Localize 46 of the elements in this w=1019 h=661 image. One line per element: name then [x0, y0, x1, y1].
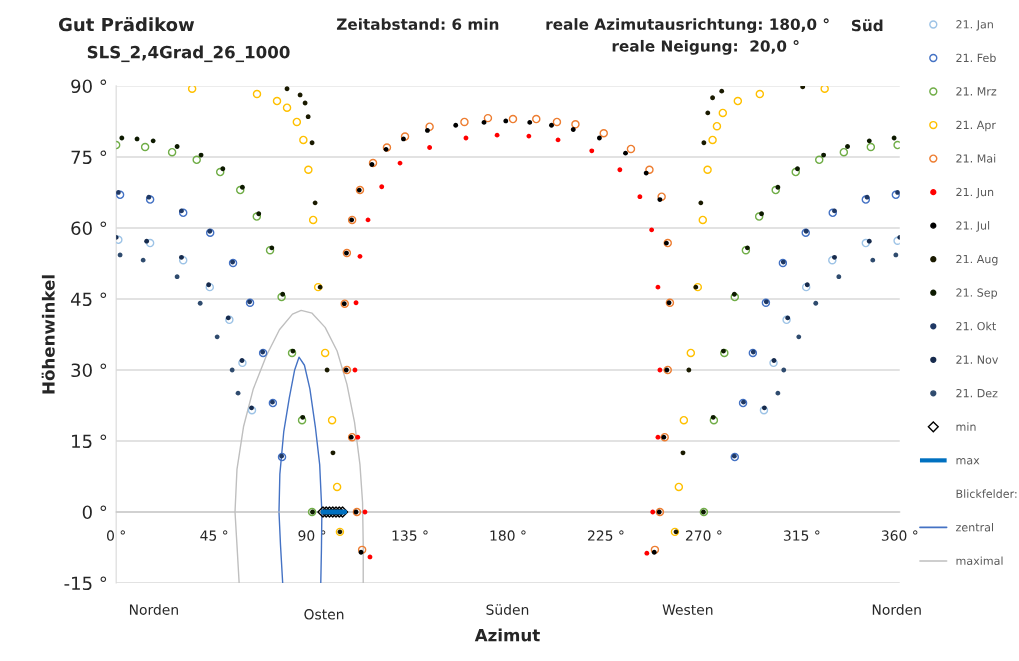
legend-label: 21. Feb [956, 53, 996, 63]
y-tick-label: 45 ° [70, 292, 107, 307]
x-tick-label: 225 ° [588, 530, 624, 541]
legend-label: 21. Sep [956, 288, 998, 299]
text: reale Neigung: 20,0 ° [612, 39, 799, 55]
text: Osten [304, 609, 344, 620]
legend-label: 21. Okt [956, 321, 996, 331]
legend-label: max [956, 458, 980, 465]
x-tick-label: 135 ° [392, 530, 428, 541]
legend-label: 21. Aug [956, 254, 998, 266]
y-axis-title: Höhenwinkel [41, 275, 55, 394]
legend-label: 21. Apr [956, 120, 996, 132]
legend-label: 21. Mrz [956, 87, 997, 96]
y-tick-label: 15 ° [72, 434, 107, 449]
x-tick-label: 360 ° [881, 530, 918, 541]
text: reale Azimutausrichtung: 180,0 ° [546, 18, 829, 34]
x-tick-label: 45 ° [200, 530, 228, 541]
x-tick-label: 270 ° [685, 530, 722, 541]
legend-label: min [956, 422, 976, 431]
text: Westen [662, 604, 713, 615]
text: Norden [129, 604, 178, 615]
x-tick-label: 315 ° [783, 530, 820, 541]
chart-subtitle: SLS_2,4Grad_26_1000 [87, 45, 290, 63]
y-tick-label: 60 ° [71, 221, 107, 236]
legend-title: Blickfelder: [956, 489, 1017, 498]
text: Zeitabstand: 6 min [336, 18, 499, 30]
legend-label: 21. Mai [956, 154, 996, 163]
legend-label: maximal [956, 556, 1003, 566]
legend-label: 21. Jul [956, 221, 990, 232]
legend-label: 21. Jun [956, 187, 994, 199]
legend-label: zentral [956, 522, 994, 532]
x-tick-label: 0 ° [106, 530, 125, 541]
x-tick-label: 180 ° [490, 530, 526, 541]
y-tick-label: 75 ° [71, 150, 107, 165]
text: Süd [851, 19, 883, 32]
y-tick-label: -15 ° [64, 576, 107, 591]
x-axis-title: Azimut [474, 628, 540, 642]
legend-label: 21. Dez [956, 388, 998, 398]
text: Norden [872, 604, 921, 615]
y-tick-label: 90 ° [71, 79, 107, 94]
legend-label: 21. Nov [956, 355, 999, 364]
text: Süden [486, 604, 529, 615]
y-tick-label: 30 ° [71, 363, 107, 378]
chart-title: Gut Prädikow [58, 17, 195, 32]
legend-label: 21. Jan [956, 20, 993, 31]
y-tick-label: 0 ° [82, 505, 107, 520]
